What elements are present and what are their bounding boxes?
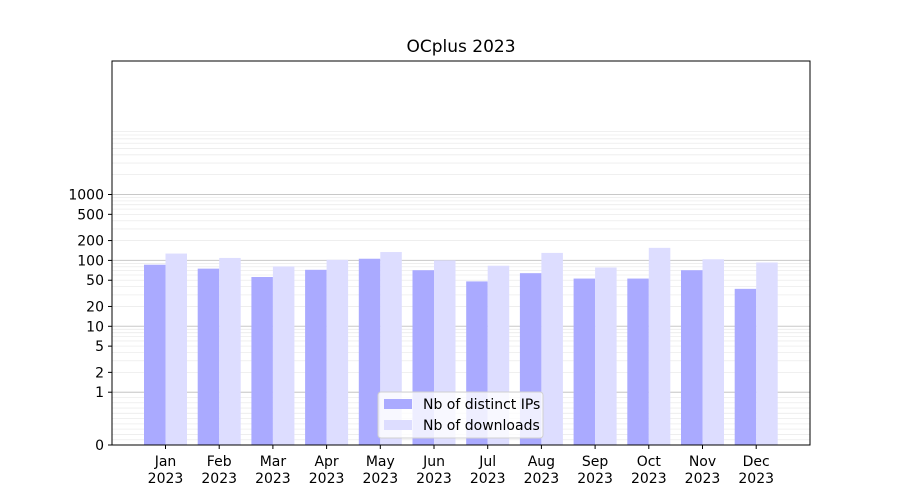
- y-tick-label: 2: [95, 365, 104, 381]
- x-tick-label-year: 2023: [309, 471, 345, 487]
- x-tick-label-month: Dec: [743, 454, 770, 470]
- bar-distinct-ips: [627, 278, 649, 445]
- bar-downloads: [219, 257, 241, 445]
- bar-distinct-ips: [144, 264, 166, 445]
- y-tick-label: 50: [86, 273, 104, 289]
- chart-title: OCplus 2023: [406, 37, 515, 57]
- bar-distinct-ips: [305, 269, 327, 445]
- legend-label: Nb of downloads: [423, 418, 540, 434]
- bar-downloads: [595, 267, 617, 445]
- legend: Nb of distinct IPs Nb of downloads: [377, 391, 544, 439]
- x-tick-label-year: 2023: [685, 471, 721, 487]
- bar-distinct-ips: [734, 288, 757, 445]
- legend-label: Nb of distinct IPs: [423, 397, 540, 413]
- bar-downloads: [272, 266, 295, 445]
- bars-layer: [144, 247, 778, 445]
- x-tick-label-month: Nov: [689, 454, 716, 470]
- axes-layer: 01251020501002005001000Jan2023Feb2023Mar…: [68, 60, 811, 487]
- y-tick-label: 20: [86, 299, 104, 315]
- x-tick-label-month: Jan: [154, 454, 177, 470]
- y-tick-label: 5: [95, 339, 104, 355]
- x-tick-label-year: 2023: [255, 471, 291, 487]
- bar-downloads: [702, 259, 724, 445]
- x-tick-label-month: Sep: [582, 454, 609, 470]
- bar-distinct-ips: [573, 278, 596, 445]
- bar-distinct-ips: [681, 270, 703, 445]
- y-tick-label: 200: [77, 234, 104, 250]
- x-tick-label-month: Jun: [422, 454, 445, 470]
- x-tick-label-year: 2023: [738, 471, 774, 487]
- y-tick-label: 1: [95, 385, 104, 401]
- x-tick-label-year: 2023: [416, 471, 452, 487]
- bar-downloads: [165, 253, 187, 445]
- plot-frame: [111, 60, 811, 446]
- x-tick-label-month: Aug: [528, 454, 555, 470]
- bar-distinct-ips: [358, 258, 381, 445]
- x-tick-label-year: 2023: [470, 471, 506, 487]
- legend-swatch: [384, 420, 412, 430]
- bar-distinct-ips: [251, 276, 273, 445]
- x-tick-label-month: Apr: [314, 454, 338, 470]
- y-tick-label: 100: [77, 253, 104, 269]
- x-tick-label-month: Mar: [260, 454, 287, 470]
- x-tick-label-year: 2023: [362, 471, 398, 487]
- bar-downloads: [756, 262, 778, 445]
- bar-distinct-ips: [197, 268, 220, 445]
- bar-downloads: [326, 259, 349, 445]
- y-tick-label: 10: [86, 319, 104, 335]
- x-tick-label-year: 2023: [631, 471, 667, 487]
- y-tick-label: 500: [77, 207, 104, 223]
- bar-downloads: [648, 247, 671, 445]
- y-tick-label: 1000: [68, 188, 104, 204]
- x-tick-label-month: Feb: [207, 454, 232, 470]
- y-tick-label: 0: [95, 438, 104, 454]
- legend-swatch: [384, 399, 412, 409]
- x-tick-label-year: 2023: [148, 471, 184, 487]
- x-tick-label-year: 2023: [201, 471, 237, 487]
- bar-downloads: [541, 252, 563, 445]
- x-tick-label-month: May: [366, 454, 395, 470]
- x-tick-label-year: 2023: [577, 471, 613, 487]
- legend-box: [377, 391, 544, 439]
- x-tick-label-month: Jul: [478, 454, 496, 470]
- x-tick-label-month: Oct: [637, 454, 662, 470]
- x-tick-label-year: 2023: [524, 471, 560, 487]
